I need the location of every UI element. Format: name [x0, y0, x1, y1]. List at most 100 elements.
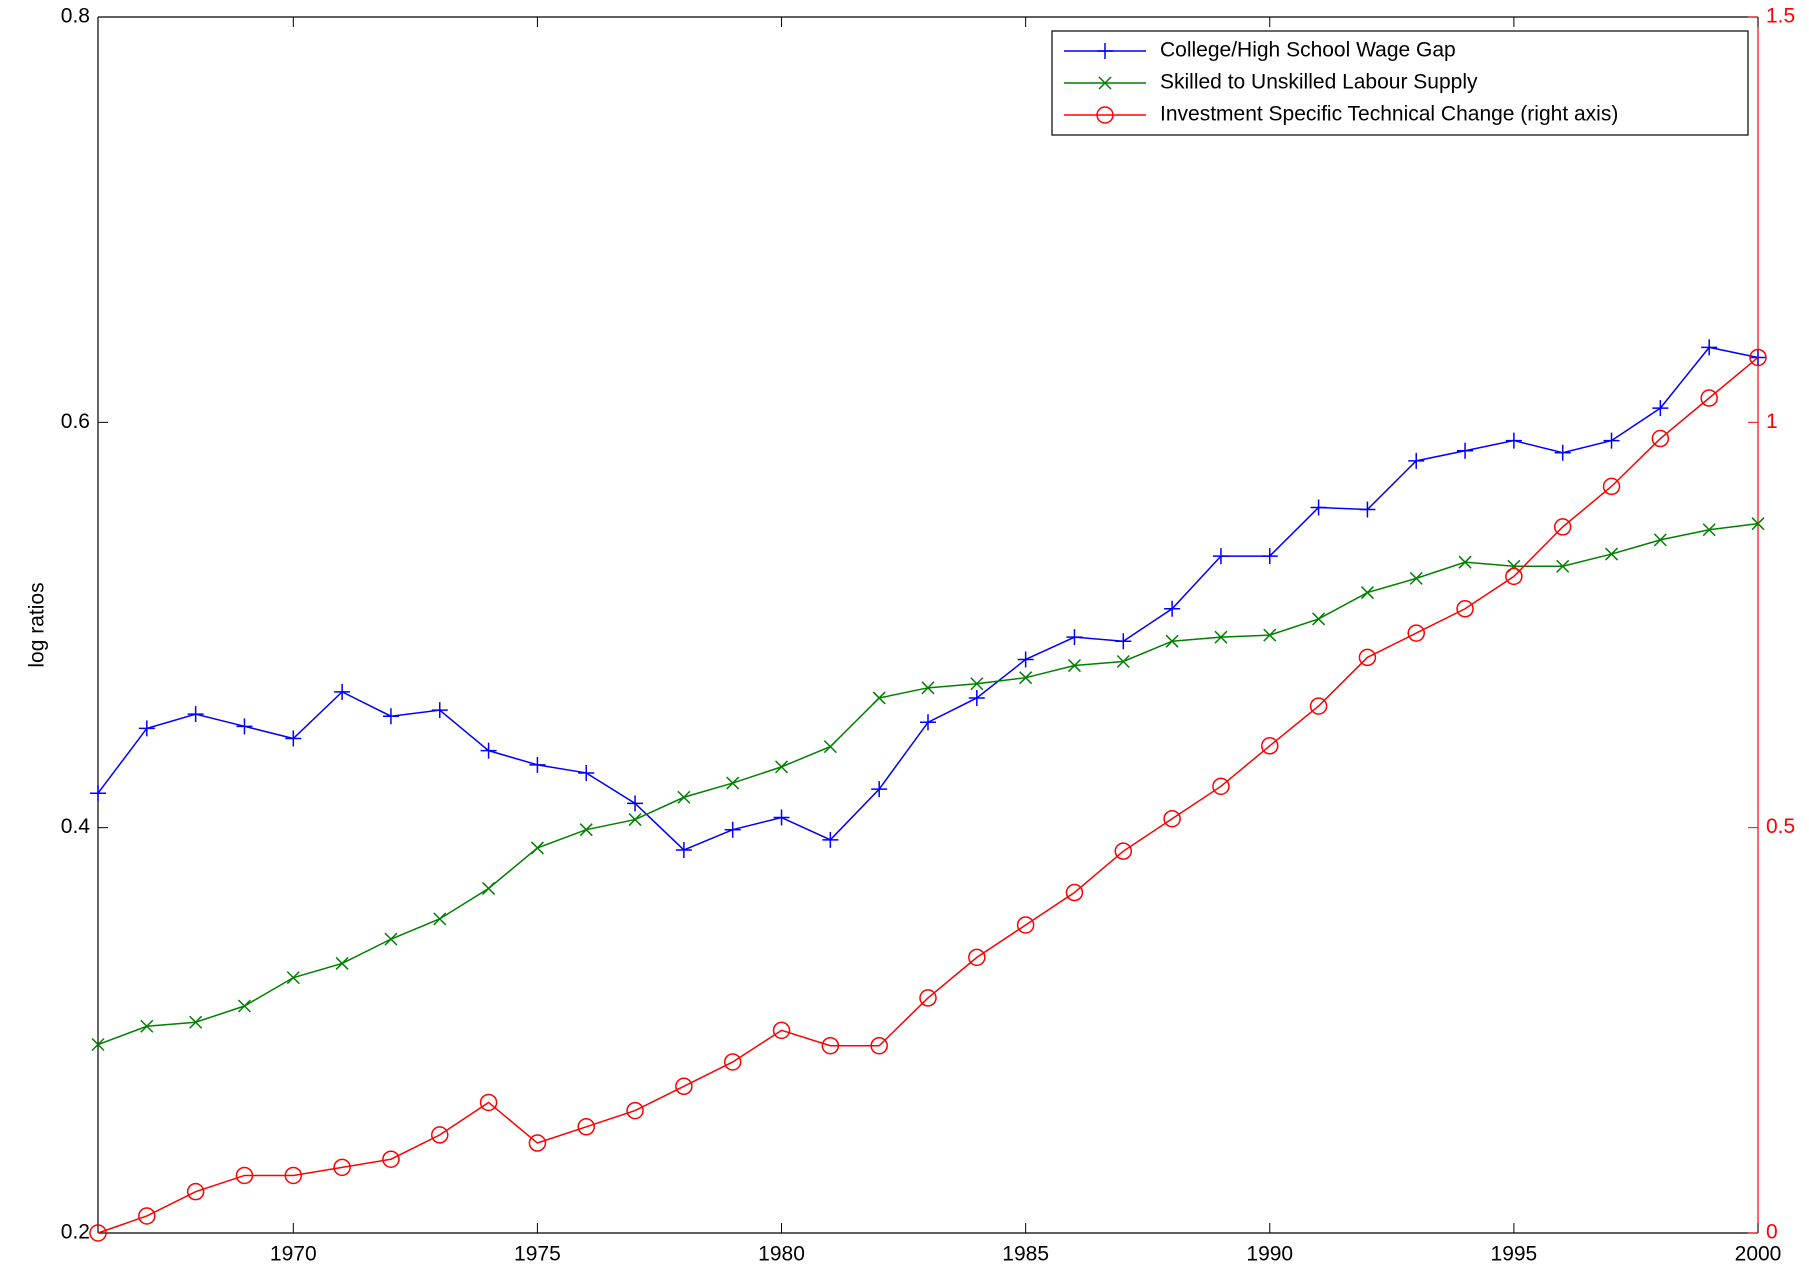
data-point [1115, 633, 1132, 650]
data-point [1456, 600, 1474, 618]
data-point [870, 1036, 888, 1055]
data-point [1408, 452, 1425, 469]
data-point [1212, 548, 1229, 565]
data-point [1407, 624, 1425, 642]
legend-box [1051, 30, 1749, 136]
data-point [1553, 518, 1572, 536]
y-axis-label: log ratios [26, 582, 49, 667]
data-point [479, 1093, 498, 1112]
data-point [284, 1166, 303, 1185]
data-point [187, 706, 204, 723]
data-point [186, 1182, 205, 1201]
x-tick-label: 1980 [758, 1243, 805, 1266]
data-point [334, 683, 351, 700]
data-point [627, 795, 644, 812]
data-point [628, 813, 642, 827]
legend-marker [1097, 43, 1113, 59]
data-point [1702, 523, 1716, 537]
data-point [90, 785, 106, 802]
data-point [675, 841, 692, 858]
data-point [1310, 499, 1327, 516]
data-point [384, 932, 398, 946]
data-point [1556, 559, 1570, 573]
x-tick-label: 1985 [1002, 1243, 1049, 1266]
x-tick-label: 1995 [1491, 1243, 1538, 1266]
data-point [1016, 916, 1035, 934]
data-point [431, 702, 448, 719]
data-point [285, 730, 302, 747]
y2-tick-label: 0 [1766, 1221, 1778, 1244]
data-point [1261, 548, 1278, 565]
data-point [1116, 654, 1130, 669]
data-point [91, 1037, 105, 1052]
data-point [822, 831, 839, 848]
data-point [1359, 501, 1376, 518]
data-point [1114, 842, 1133, 860]
y-tick-label: 0.8 [61, 5, 90, 28]
data-point [236, 718, 253, 735]
y2-tick-label: 1.5 [1766, 5, 1795, 28]
data-point [1749, 348, 1767, 367]
series-line [97, 522, 1759, 1046]
data-point [823, 740, 837, 754]
data-point [821, 1036, 840, 1055]
x-tick-label: 1970 [270, 1243, 317, 1266]
data-point [1066, 629, 1083, 646]
data-point [235, 1166, 254, 1185]
data-point [772, 1021, 791, 1040]
data-point [382, 708, 399, 725]
data-point [579, 823, 593, 837]
data-point [1165, 634, 1179, 648]
data-point [675, 1077, 693, 1096]
data-point [1261, 737, 1279, 755]
data-point [1457, 442, 1474, 459]
data-point [724, 821, 741, 838]
data-point [1603, 432, 1620, 449]
data-point [529, 756, 546, 773]
legend-marker [1098, 76, 1112, 90]
data-point [1602, 477, 1621, 496]
series-line [97, 346, 1759, 851]
data-point [528, 1134, 547, 1152]
data-point [286, 971, 300, 985]
data-point [1163, 809, 1181, 828]
y-tick-label: 0.4 [61, 815, 91, 838]
data-point [1065, 883, 1084, 902]
y-tick-label: 0.6 [61, 410, 90, 433]
data-point [871, 781, 888, 798]
data-point [970, 677, 984, 691]
data-point [872, 691, 886, 705]
data-point [1312, 612, 1326, 626]
data-point [1019, 671, 1033, 685]
data-point [919, 989, 937, 1007]
data-point [1017, 651, 1034, 668]
x-tick-label: 2000 [1735, 1243, 1782, 1266]
data-point [138, 1207, 156, 1225]
data-point [1505, 432, 1522, 449]
data-point [333, 1158, 351, 1177]
data-point [1409, 571, 1423, 585]
y2-tick-label: 1 [1766, 410, 1778, 433]
x-tick-label: 1990 [1246, 1243, 1293, 1266]
legend-label: Investment Specific Technical Change (ri… [1160, 103, 1618, 126]
data-point [89, 1224, 107, 1242]
data-point [1263, 628, 1277, 642]
legend-label: Skilled to Unskilled Labour Supply [1160, 71, 1478, 94]
y2-tick-label: 0.5 [1766, 815, 1795, 838]
data-point [482, 881, 496, 895]
data-point [578, 764, 595, 781]
data-point [920, 714, 936, 731]
data-point [1700, 389, 1718, 407]
data-point [1212, 777, 1230, 796]
x-tick-label: 1975 [514, 1243, 561, 1266]
data-point [1751, 517, 1765, 531]
data-point [723, 1053, 742, 1071]
data-point [577, 1118, 595, 1136]
data-point [382, 1150, 400, 1168]
data-point [677, 790, 691, 804]
legend-label: College/High School Wage Gap [1160, 39, 1456, 62]
legend-marker [1096, 106, 1114, 124]
y-tick-label: 0.2 [61, 1221, 90, 1244]
